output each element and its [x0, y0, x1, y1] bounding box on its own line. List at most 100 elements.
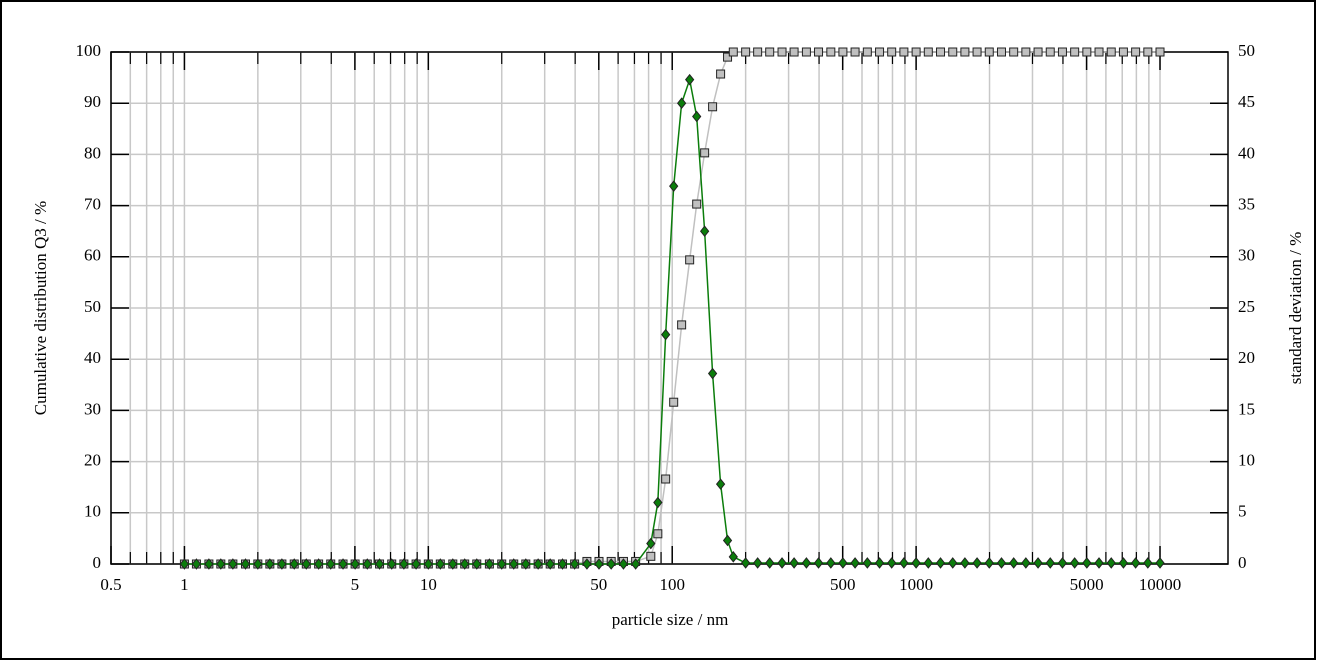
data-point [472, 558, 482, 570]
data-point [1143, 557, 1153, 569]
data-point [708, 102, 718, 112]
y-tick-label: 20 [84, 451, 101, 470]
data-point [661, 328, 671, 341]
data-point [728, 551, 738, 563]
data-point [362, 558, 372, 570]
y-tick-label: 30 [84, 399, 101, 418]
data-point [253, 558, 263, 570]
data-point [692, 110, 702, 123]
x-tick-label: 100 [659, 575, 685, 594]
data-point [728, 47, 738, 57]
data-point [685, 73, 695, 86]
data-point [765, 557, 775, 569]
data-point [692, 199, 702, 209]
data-point [338, 558, 348, 570]
data-point [1118, 47, 1128, 57]
data-point [814, 47, 824, 57]
y-tick-label: 10 [84, 502, 101, 521]
data-point [509, 558, 519, 570]
data-point [723, 52, 733, 62]
data-point [326, 558, 336, 570]
y-axis-label: Cumulative distribution Q3 / % [31, 201, 50, 415]
data-point [557, 558, 568, 570]
data-point [1021, 47, 1031, 57]
data-point [741, 47, 751, 57]
data-point [1045, 557, 1055, 569]
y2-tick-label: 30 [1238, 246, 1255, 265]
data-point [497, 558, 507, 570]
data-point [753, 557, 763, 569]
data-point [301, 558, 311, 570]
data-point [1082, 47, 1092, 57]
data-point [669, 180, 679, 192]
data-point [265, 558, 275, 570]
data-point [1106, 557, 1116, 569]
data-point [715, 478, 726, 490]
data-point [972, 47, 982, 57]
x-tick-label: 5 [351, 575, 360, 594]
x-axis-label: particle size / nm [612, 610, 729, 629]
data-point [838, 47, 848, 57]
data-point [533, 558, 543, 570]
data-point [960, 557, 970, 569]
data-point [646, 537, 656, 550]
data-point [1009, 47, 1019, 57]
data-point [789, 47, 799, 57]
data-point [1130, 557, 1141, 569]
data-point [838, 557, 848, 569]
y2-tick-label: 15 [1238, 399, 1255, 418]
data-point [707, 367, 718, 380]
data-point [569, 558, 580, 570]
data-point [630, 558, 641, 570]
data-point [1155, 47, 1165, 57]
y-tick-label: 100 [76, 41, 102, 60]
data-point [923, 557, 933, 569]
data-point [1009, 557, 1019, 569]
data-point [826, 557, 836, 569]
data-point [653, 529, 663, 539]
data-point [204, 558, 214, 570]
y2-tick-label: 0 [1238, 553, 1247, 572]
data-point [435, 558, 445, 570]
data-point [669, 397, 679, 407]
y-tick-label: 60 [84, 246, 101, 265]
data-point [789, 557, 799, 569]
data-point [850, 557, 860, 569]
data-point [935, 557, 946, 569]
y2-tick-label: 5 [1238, 502, 1247, 521]
data-point [460, 558, 470, 570]
data-point [313, 558, 324, 570]
data-point [1057, 47, 1067, 57]
data-point [423, 558, 433, 570]
y2-axis-label: standard deviation / % [1286, 232, 1305, 385]
x-tick-label: 10 [420, 575, 437, 594]
y2-tick-label: 50 [1238, 41, 1255, 60]
data-point [374, 558, 385, 570]
data-point [765, 47, 775, 57]
x-tick-label: 0.5 [100, 575, 121, 594]
data-point [996, 47, 1006, 57]
data-point [826, 47, 836, 57]
data-point [399, 558, 409, 570]
data-point [801, 557, 812, 569]
data-point [677, 320, 687, 330]
y2-tick-label: 25 [1238, 297, 1255, 316]
x-tick-label: 1000 [899, 575, 933, 594]
y2-tick-label: 10 [1238, 451, 1255, 470]
data-point [740, 557, 751, 569]
data-point [350, 558, 360, 570]
data-point [850, 47, 860, 57]
y2-tick-label: 40 [1238, 143, 1255, 162]
data-point [484, 558, 495, 570]
data-point [661, 474, 671, 484]
x-tick-label: 50 [590, 575, 607, 594]
data-point [179, 558, 190, 570]
data-point [618, 558, 629, 570]
data-point [1131, 47, 1141, 57]
data-point [948, 557, 958, 569]
data-point [594, 558, 604, 570]
data-point [862, 47, 872, 57]
data-point [700, 148, 710, 158]
